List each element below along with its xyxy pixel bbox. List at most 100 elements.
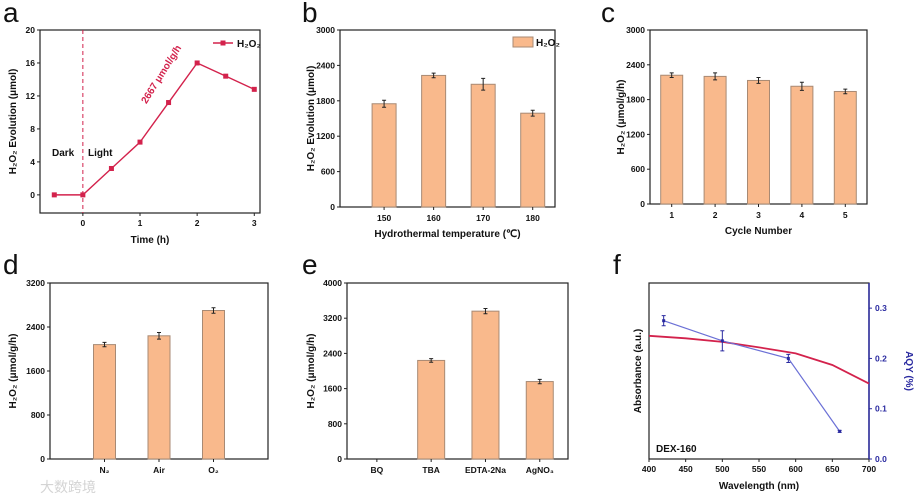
plot-frame — [346, 282, 569, 460]
data-point — [80, 192, 86, 198]
y-axis-label: H₂O₂ (μmol/g/h) — [616, 80, 627, 155]
x-tick-label: 400 — [642, 464, 656, 474]
data-point — [194, 60, 200, 66]
y-axis-label: H₂O₂ (μmol/g/h) — [306, 334, 317, 409]
bar — [660, 74, 684, 205]
legend-marker — [220, 40, 226, 46]
light-label: Light — [88, 148, 113, 159]
x-tick-label: Air — [153, 465, 166, 475]
y-tick-label: 1200 — [626, 129, 645, 139]
aqy-point — [720, 339, 724, 343]
y-tick-label: 4000 — [323, 278, 342, 288]
error-bar — [483, 308, 488, 315]
error-bar — [211, 307, 216, 314]
y-tick-label: 0 — [330, 202, 335, 212]
x-tick-label: TBA — [422, 465, 439, 475]
aqy-point — [662, 319, 666, 323]
y-tick-label: 0 — [337, 454, 342, 464]
plot-frame — [39, 29, 261, 214]
x-tick-label: 500 — [715, 464, 729, 474]
panel-letter: a — [3, 0, 19, 28]
y-tick-label: 800 — [31, 410, 45, 420]
y-tick-label: 12 — [26, 91, 36, 101]
y-tick-label: 8 — [30, 124, 35, 134]
y-tick-label: 1800 — [626, 95, 645, 105]
x-axis-label: Cycle Number — [725, 226, 792, 237]
rate-annotation: 2667 μmol/g/h — [140, 43, 185, 105]
watermark: 大数跨境 — [40, 479, 96, 495]
panel-e: e BQ TBA EDTA-2Na AgNO₃ 0 800 1600 2400 3200 4000 H… — [302, 249, 569, 475]
bar — [93, 344, 116, 460]
x-tick-label: 150 — [377, 213, 391, 223]
x-tick-label: BQ — [370, 465, 383, 475]
x-tick-label: 4 — [800, 210, 805, 220]
y-tick-label: 800 — [328, 419, 342, 429]
panel-letter: d — [3, 249, 19, 280]
y-tick-label: 0 — [640, 199, 645, 209]
legend-swatch — [512, 36, 534, 48]
error-bar — [537, 378, 542, 385]
data-point — [51, 192, 57, 198]
x-tick-label: 2 — [195, 218, 200, 228]
y-tick-label: 3000 — [316, 25, 335, 35]
y-tick-label: 16 — [26, 58, 36, 68]
bar — [520, 112, 546, 208]
absorbance-curve — [648, 334, 870, 385]
bar — [202, 310, 225, 460]
y-tick-label: 3000 — [626, 25, 645, 35]
x-tick-label: 180 — [526, 213, 540, 223]
x-axis-label: Wavelength (nm) — [719, 481, 799, 492]
x-axis-label: Time (h) — [131, 235, 170, 246]
data-point — [166, 100, 172, 106]
error-bar — [481, 77, 486, 91]
bar — [470, 83, 496, 208]
y-tick-label: 20 — [26, 25, 36, 35]
data-point — [137, 139, 143, 145]
x-tick-label: 450 — [679, 464, 693, 474]
y-tick-label: 2400 — [316, 60, 335, 70]
panel-letter: f — [613, 249, 621, 280]
panel-letter: c — [601, 0, 615, 28]
bar — [417, 359, 446, 460]
x-tick-label: 700 — [862, 464, 876, 474]
bar — [833, 90, 857, 205]
bar — [525, 381, 554, 460]
x-tick-label: 170 — [476, 213, 490, 223]
error-bar — [713, 72, 718, 81]
error-bar — [431, 72, 436, 79]
error-bar — [429, 358, 434, 363]
x-tick-label: 650 — [825, 464, 839, 474]
x-tick-label: EDTA-2Na — [465, 465, 506, 475]
legend-label: H₂O₂ — [536, 38, 560, 49]
panel-f: f 400 450 500 550 600 650 700 Wavelength (nm) Abs… — [613, 249, 914, 492]
sample-label: DEX-160 — [656, 444, 697, 455]
x-tick-label: O₂ — [208, 465, 219, 475]
bar — [421, 74, 447, 208]
y-tick-label: 4 — [30, 157, 35, 167]
bar — [371, 103, 397, 208]
y-tick-label: 3200 — [26, 278, 45, 288]
y-tick-label: 600 — [631, 164, 645, 174]
x-tick-label: 3 — [756, 210, 761, 220]
bar — [790, 85, 814, 205]
aqy-line — [663, 320, 841, 432]
bar — [471, 310, 500, 460]
y-tick-label: 1600 — [26, 366, 45, 376]
y-axis-label: H₂O₂ Evolution (μmol) — [8, 69, 19, 175]
error-bar — [157, 332, 161, 340]
y-tick-label: 1600 — [323, 384, 342, 394]
x-tick-label: 160 — [427, 213, 441, 223]
error-bar — [102, 341, 107, 348]
y-axis-label: H₂O₂ (μmol/g/h) — [8, 334, 19, 409]
x-tick-label: 5 — [843, 210, 848, 220]
x-tick-label: 550 — [752, 464, 766, 474]
error-bar — [382, 99, 387, 108]
x-tick-label: 600 — [789, 464, 803, 474]
x-tick-label: 1 — [138, 218, 143, 228]
x-tick-label: 1 — [669, 210, 674, 220]
panel-letter: e — [302, 249, 318, 280]
panel-letter: b — [302, 0, 318, 28]
error-bar — [799, 81, 804, 91]
